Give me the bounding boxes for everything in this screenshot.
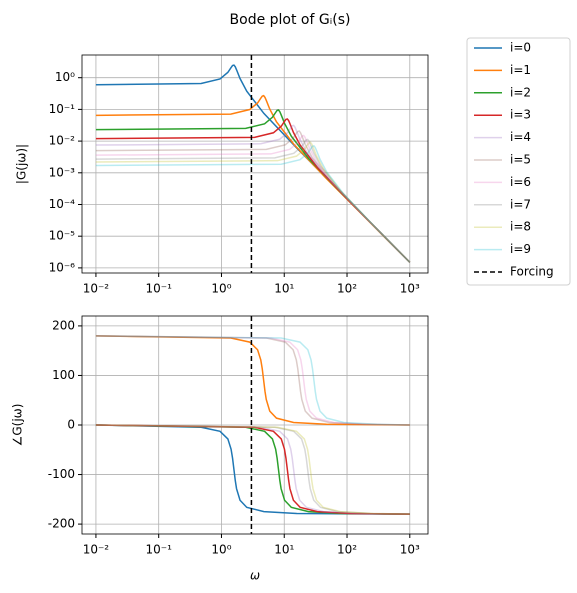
series-line (95, 109, 411, 263)
series-line (95, 141, 411, 263)
legend-label: i=9 (510, 242, 531, 256)
series-line (95, 64, 411, 263)
y-tick-label: 10⁻² (49, 134, 76, 148)
legend-label: i=4 (510, 130, 531, 144)
series-line (95, 118, 411, 263)
series-line (95, 130, 411, 263)
series-line (95, 424, 410, 515)
series-line (95, 424, 410, 515)
y-tick-label: 100 (52, 368, 75, 382)
x-tick-label: 10⁻¹ (145, 282, 172, 296)
y-tick-label: 10⁰ (55, 70, 75, 84)
y-axis-label: ∠G(jω) (11, 404, 25, 447)
legend-label: i=0 (510, 41, 531, 55)
y-axis-label: |G(jω)| (15, 144, 29, 184)
series-line (95, 335, 410, 426)
legend-label: i=2 (510, 85, 531, 99)
x-tick-label: 10⁻² (83, 282, 110, 296)
y-tick-label: 10⁻⁴ (49, 197, 76, 211)
legend-label: i=1 (510, 63, 531, 77)
series-line (95, 335, 410, 426)
legend-label: i=5 (510, 153, 531, 167)
plot-frame (81, 315, 429, 535)
y-tick-label: 10⁻³ (49, 165, 76, 179)
series-line (95, 335, 410, 426)
x-tick-label: 10² (337, 543, 357, 557)
x-tick-label: 10¹ (274, 282, 294, 296)
series-line (95, 134, 411, 263)
series-line (95, 124, 411, 263)
y-tick-label: 10⁻¹ (49, 102, 76, 116)
series-line (95, 424, 410, 515)
series-line (95, 144, 411, 263)
series-line (95, 424, 410, 515)
legend-label: i=6 (510, 175, 531, 189)
legend-label: i=3 (510, 108, 531, 122)
plot-frame (81, 54, 429, 274)
x-tick-label: 10⁻¹ (145, 543, 172, 557)
y-tick-label: 10⁻⁶ (49, 260, 76, 274)
legend-box (466, 37, 571, 286)
y-tick-label: 200 (52, 318, 75, 332)
x-tick-label: 10⁰ (211, 543, 231, 557)
x-tick-label: 10⁰ (211, 282, 231, 296)
legend-label: Forcing (510, 265, 554, 279)
x-axis-label: ω (250, 569, 260, 583)
y-tick-label: 10⁻⁵ (49, 229, 76, 243)
y-tick-label: -200 (48, 517, 75, 531)
series-line (95, 94, 411, 263)
series-line (95, 138, 411, 263)
series-line (95, 335, 410, 426)
x-tick-label: 10⁻² (83, 543, 110, 557)
y-tick-label: -100 (48, 467, 75, 481)
legend-label: i=8 (510, 220, 531, 234)
x-tick-label: 10³ (400, 282, 420, 296)
y-tick-label: 0 (67, 418, 75, 432)
x-tick-label: 10² (337, 282, 357, 296)
figure-title: Bode plot of Gᵢ(s) (230, 12, 351, 28)
legend-label: i=7 (510, 197, 531, 211)
x-tick-label: 10³ (400, 543, 420, 557)
series-line (95, 424, 410, 515)
x-tick-label: 10¹ (274, 543, 294, 557)
series-line (95, 424, 410, 515)
